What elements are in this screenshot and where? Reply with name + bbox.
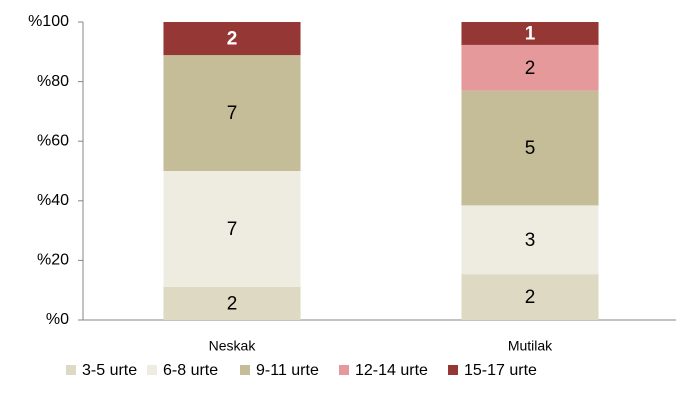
y-tick-label: %60 [37,132,69,149]
x-tick-label: Mutilak [508,338,553,354]
bar-segment [163,55,301,171]
legend-swatch [240,365,250,375]
bar-segment [163,286,301,320]
data-label: 7 [227,219,238,240]
y-tick-label: %20 [37,252,69,269]
data-label: 2 [525,287,536,308]
bar-segment [461,22,599,45]
data-label: 2 [227,29,238,50]
y-tick-label: %100 [28,13,69,30]
legend-label: 3-5 urte [82,362,137,379]
bar-segment [461,274,599,320]
legend-label: 15-17 urte [464,362,537,379]
data-label: 2 [525,58,536,79]
data-label: 2 [227,293,238,314]
data-label: 7 [227,103,238,124]
bar-segment [461,205,599,275]
bar-segment [163,171,301,287]
legend-swatch [66,365,76,375]
legend-label: 9-11 urte [256,362,319,379]
x-tick-label: Neskak [209,338,257,354]
data-label: 1 [525,23,536,44]
legend-swatch [147,365,157,375]
legend-label: 12-14 urte [355,362,428,379]
data-label: 5 [525,138,536,159]
legend-swatch [339,365,349,375]
bar-segment [163,22,301,56]
legend-swatch [448,365,458,375]
bar-segment [461,44,599,91]
data-label: 3 [525,230,536,251]
legend-label: 6-8 urte [163,362,218,379]
bar-segment [461,90,599,206]
y-tick-label: %80 [37,73,69,90]
y-tick-label: %40 [37,192,69,209]
y-tick-label: %0 [46,311,69,328]
